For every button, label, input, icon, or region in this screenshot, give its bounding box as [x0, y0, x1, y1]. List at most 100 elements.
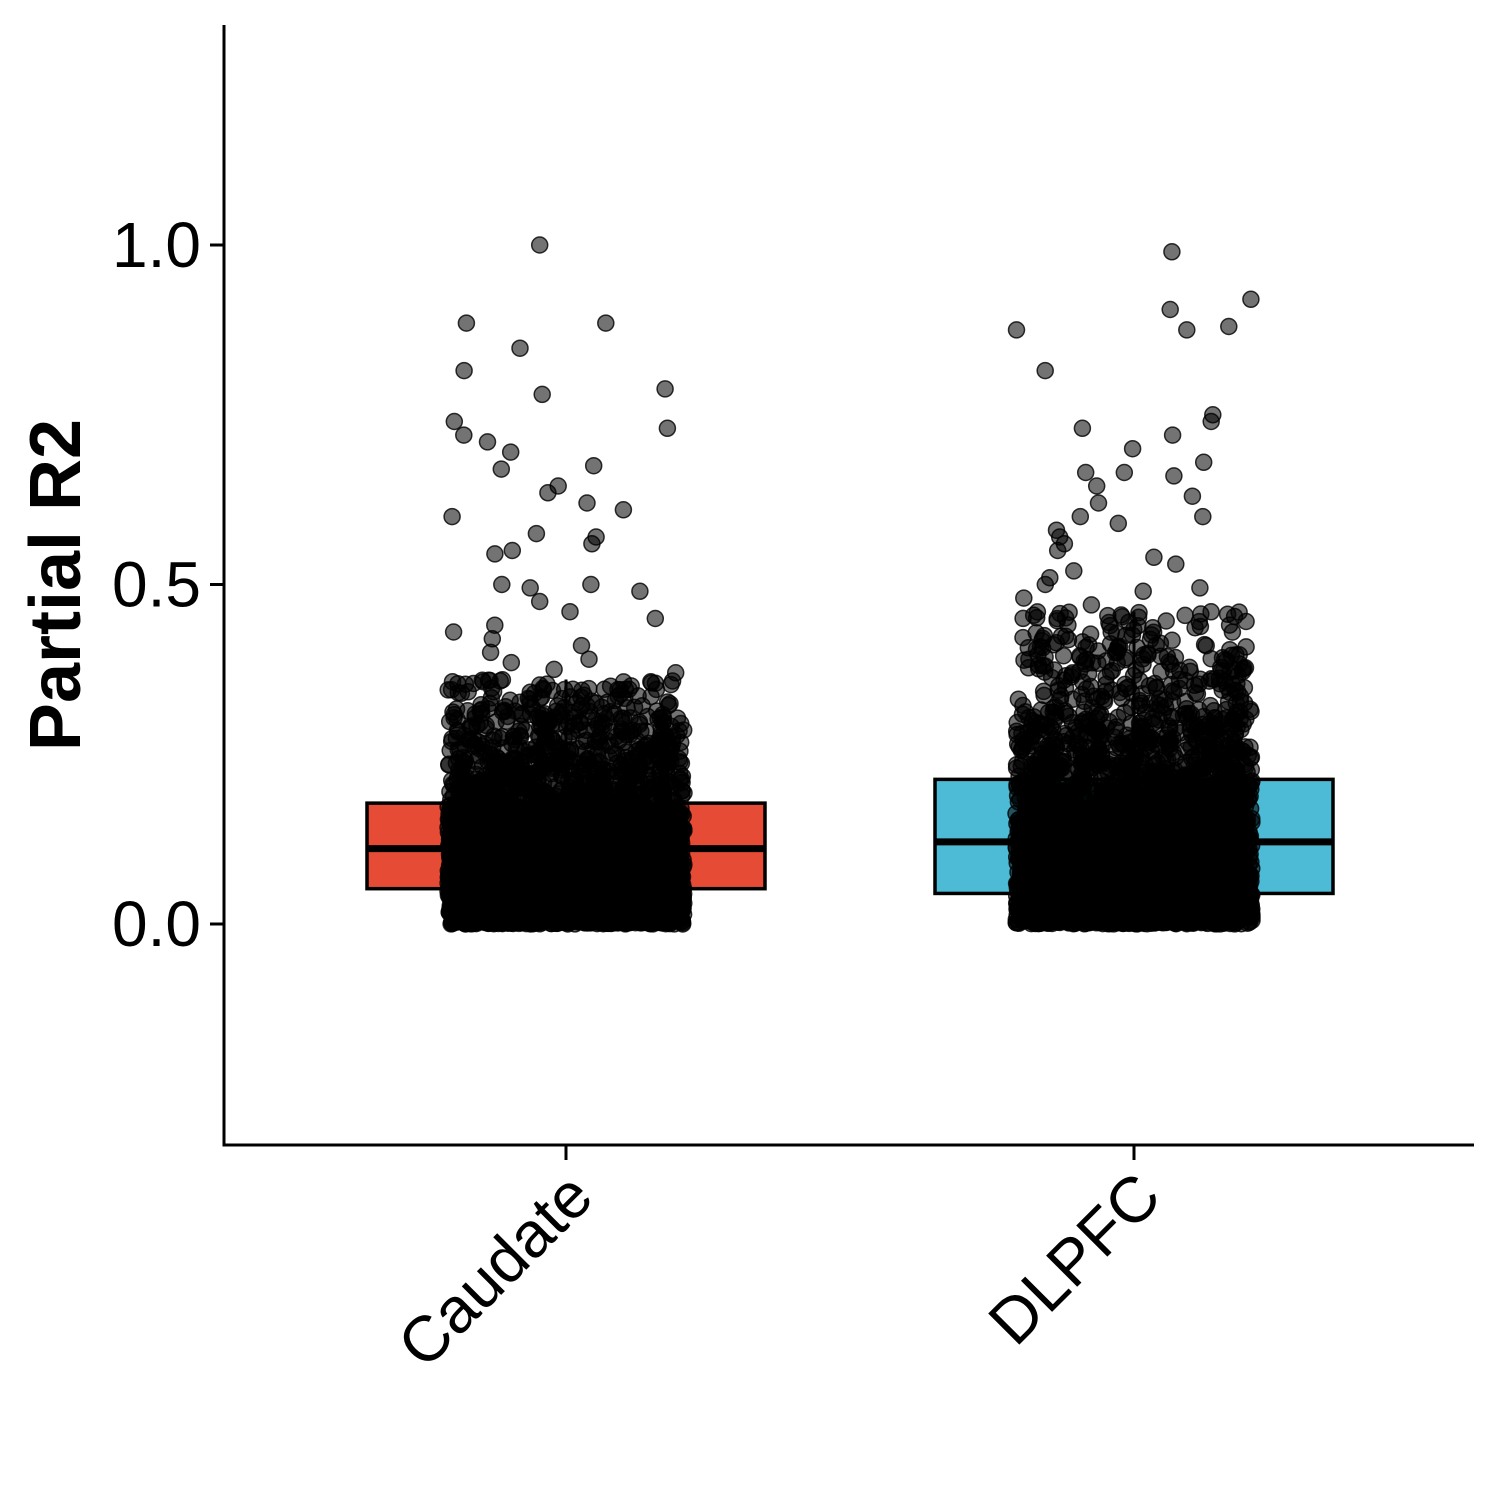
data-point — [589, 716, 607, 734]
outlier-point — [443, 507, 461, 526]
data-point — [625, 698, 644, 717]
outlier-point — [666, 664, 685, 682]
data-point — [654, 712, 673, 731]
outlier-point — [614, 501, 633, 519]
data-point — [457, 815, 475, 833]
data-point — [550, 746, 568, 765]
data-point — [594, 871, 613, 889]
data-point — [653, 901, 672, 920]
outlier-point — [502, 653, 521, 672]
data-point — [479, 671, 498, 690]
data-point — [445, 776, 463, 794]
data-point — [463, 794, 482, 813]
data-point — [510, 722, 528, 740]
data-point — [641, 779, 660, 798]
data-point — [440, 712, 459, 731]
data-point — [626, 907, 645, 926]
data-point — [573, 855, 591, 874]
data-point — [590, 914, 609, 932]
data-point — [453, 759, 471, 778]
outlier-point — [597, 314, 615, 332]
data-point — [548, 849, 567, 868]
outlier-point — [583, 535, 601, 553]
outlier-point — [646, 609, 665, 628]
data-point — [646, 882, 665, 900]
outlier-point — [527, 524, 546, 543]
data-point — [475, 775, 494, 793]
data-point — [662, 739, 681, 758]
data-point — [590, 760, 608, 779]
data-point — [608, 762, 626, 781]
data-point — [500, 868, 519, 886]
outlier-point — [561, 602, 579, 621]
data-point — [593, 796, 611, 815]
jitter-points-layer — [439, 236, 1261, 933]
data-point — [552, 703, 571, 721]
outlier-point — [511, 339, 529, 357]
data-point — [512, 757, 531, 776]
outlier-point — [503, 541, 522, 560]
outlier-point — [455, 426, 473, 444]
data-point — [670, 892, 689, 910]
outlier-point — [533, 385, 551, 404]
outlier-point — [658, 419, 677, 438]
data-point — [523, 823, 541, 841]
outlier-point — [444, 623, 463, 641]
data-point — [546, 820, 564, 838]
data-point — [452, 684, 471, 703]
data-point — [624, 721, 642, 740]
data-point — [597, 812, 616, 831]
data-point — [567, 799, 585, 818]
data-point — [485, 727, 503, 745]
outlier-point — [580, 650, 598, 668]
data-point — [440, 805, 458, 823]
data-point — [489, 882, 507, 900]
data-point — [598, 731, 617, 750]
data-point — [616, 680, 635, 699]
data-point — [542, 764, 561, 783]
outlier-point — [539, 484, 557, 502]
data-point — [498, 707, 517, 726]
data-point — [579, 899, 598, 918]
data-point — [463, 718, 481, 736]
outlier-point — [582, 575, 600, 594]
data-point — [653, 820, 672, 838]
outlier-point — [493, 575, 511, 594]
outlier-point — [578, 494, 596, 512]
data-point — [545, 908, 563, 926]
data-point — [634, 796, 652, 814]
outlier-point — [457, 314, 476, 332]
data-point — [488, 897, 506, 916]
data-point — [473, 810, 492, 829]
outlier-point — [501, 443, 520, 461]
outlier-point — [656, 380, 674, 398]
outlier-point — [530, 236, 549, 254]
data-point — [566, 780, 585, 799]
data-point — [637, 748, 655, 767]
data-point — [458, 854, 477, 872]
data-point — [612, 877, 630, 895]
outlier-point — [521, 579, 539, 597]
data-point — [472, 869, 490, 887]
data-point — [450, 911, 468, 930]
data-point — [469, 908, 488, 927]
data-point — [486, 799, 505, 817]
data-point — [528, 794, 546, 813]
data-point — [582, 692, 601, 710]
data-point — [495, 765, 514, 784]
data-point — [630, 878, 649, 896]
data-point — [647, 680, 666, 699]
data-point — [546, 880, 565, 899]
data-point — [486, 822, 504, 840]
data-point — [446, 873, 465, 891]
data-point — [443, 729, 461, 748]
outlier-point — [530, 592, 549, 611]
outlier-point — [445, 412, 464, 431]
data-point — [531, 689, 549, 708]
outlier-point — [584, 456, 603, 475]
data-point — [525, 860, 544, 878]
data-point — [526, 907, 544, 926]
data-point — [568, 739, 587, 758]
data-point — [621, 820, 640, 839]
